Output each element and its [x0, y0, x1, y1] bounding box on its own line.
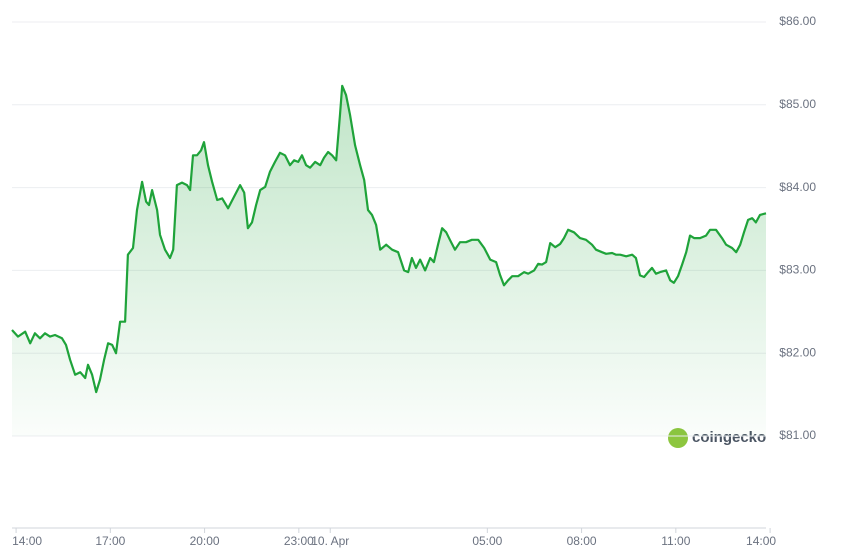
y-tick-label: $82.00	[779, 345, 816, 359]
x-tick-label: 17:00	[95, 534, 125, 548]
x-tick-label: 10. Apr	[311, 534, 349, 548]
x-tick-label: 23:00	[284, 534, 314, 548]
x-tick-label: 08:00	[567, 534, 597, 548]
x-tick-label: 20:00	[190, 534, 220, 548]
y-tick-label: $83.00	[779, 263, 816, 277]
y-tick-label: $81.00	[779, 428, 816, 442]
x-tick-label: 11:00	[661, 534, 690, 548]
area	[12, 85, 766, 437]
y-tick-label: $84.00	[779, 180, 816, 194]
x-tick-label: 14:00	[12, 534, 42, 548]
x-tick-label: 14:00	[746, 534, 776, 548]
x-tick-label: 05:00	[472, 534, 502, 548]
y-tick-label: $85.00	[779, 97, 816, 111]
price-line	[11, 84, 767, 394]
y-tick-label: $86.00	[779, 14, 816, 28]
